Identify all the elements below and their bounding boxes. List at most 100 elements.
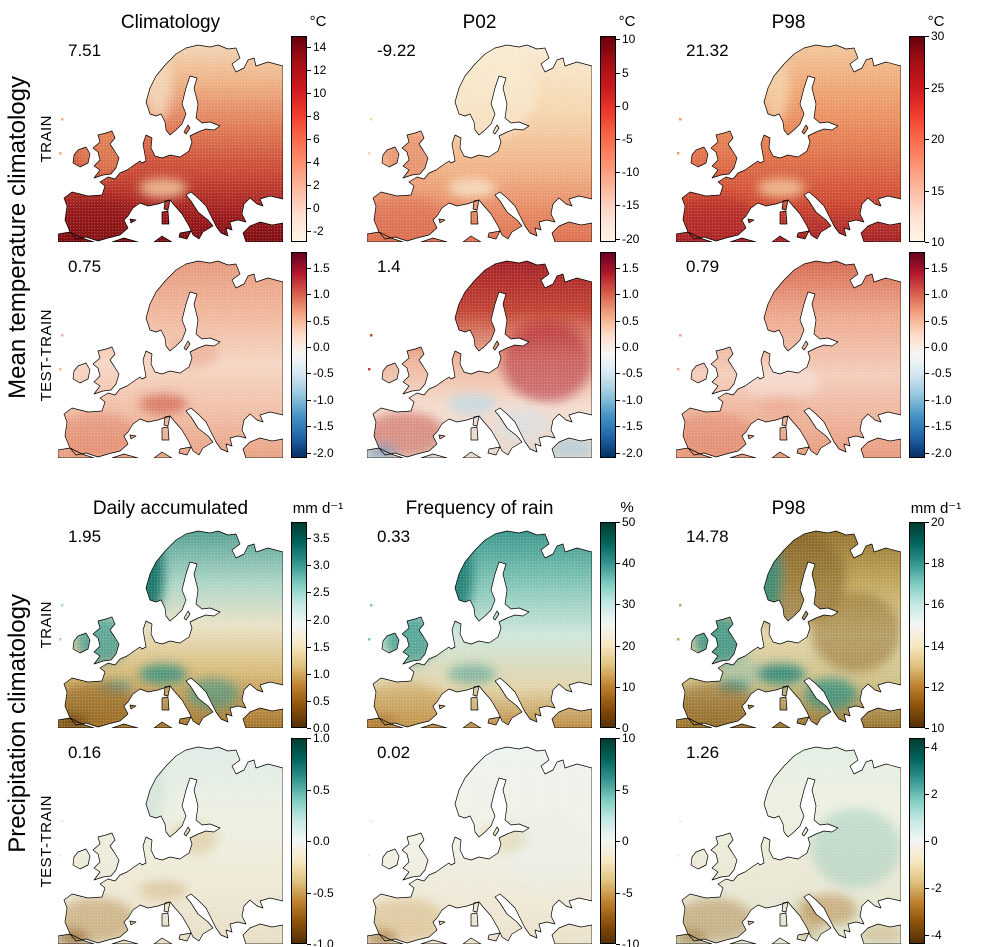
grid-stipple — [676, 531, 901, 728]
coastline — [676, 260, 901, 458]
colorbar: 20 18 16 14 12 10 — [901, 515, 971, 735]
data-field — [367, 531, 592, 728]
column-title: Frequency of rain — [405, 498, 554, 520]
panel-statistic: 0.79 — [686, 257, 720, 276]
row-label: TRAIN — [37, 601, 55, 649]
colorbar-tick — [616, 267, 620, 269]
colorbar-tick — [925, 563, 929, 565]
colorbar-unit-label: mm d⁻¹ — [910, 500, 962, 518]
data-field — [676, 45, 901, 242]
colorbar-tick-label: 2 — [931, 787, 938, 802]
map-area: 1.95 — [58, 522, 283, 728]
colorbar-unit-label: °C — [927, 13, 945, 31]
coastline — [367, 530, 592, 728]
colorbar: 1.5 1.0 0.5 0.0 -0.5 -1.0 -1.5 -2.0 — [901, 252, 971, 460]
grid-stipple — [367, 45, 592, 242]
coastline — [676, 746, 901, 944]
colorbar-gradient — [909, 522, 925, 728]
colorbar-tick-label: 5 — [622, 782, 629, 797]
colorbar-tick-label: 1.5 — [622, 260, 639, 275]
colorbar-tick — [925, 728, 929, 729]
colorbar-tick-label: 12 — [313, 63, 327, 78]
colorbar-tick — [616, 604, 620, 606]
colorbar-tick-label: 30 — [622, 597, 636, 612]
colorbar-tick-label: -0.5 — [622, 366, 643, 381]
coastline — [676, 44, 901, 242]
temperature-group-content: Climatology °C P02 °C P98 °C TRAIN — [34, 6, 990, 468]
colorbar-tick-label: 0 — [622, 834, 629, 848]
colorbar-tick — [925, 604, 929, 606]
colorbar-tick-label: 10 — [622, 679, 636, 694]
column-header: P98 °C — [676, 12, 973, 34]
panel-statistic: 1.4 — [377, 257, 401, 276]
colorbar-tick — [925, 686, 929, 688]
temperature-group-label-wrap: Mean temperature climatology — [2, 6, 34, 468]
colorbar-tick — [616, 320, 620, 322]
colorbar-tick-label: 4 — [931, 740, 938, 755]
colorbar-gradient — [291, 36, 307, 242]
colorbar-tick — [307, 452, 311, 454]
map-area: 0.75 — [58, 252, 283, 458]
temperature-group: Mean temperature climatology Climatology… — [2, 6, 990, 468]
data-field — [58, 45, 283, 242]
colorbar-tick-label: 20 — [931, 132, 945, 146]
row-label-wrap: TRAIN — [34, 522, 58, 728]
colorbar-tick-label: 0 — [313, 200, 320, 215]
colorbar-tick — [616, 39, 620, 41]
europe-map — [367, 44, 592, 242]
colorbar-tick-label: 0.5 — [313, 782, 330, 797]
colorbar-tick — [616, 399, 620, 401]
colorbar-tick-label: 10 — [931, 721, 945, 735]
colorbar-tick — [307, 267, 311, 269]
colorbar-tick — [307, 230, 311, 232]
colorbar-tick — [925, 87, 929, 89]
colorbar-tick-label: 0 — [931, 834, 938, 848]
colorbar-tick — [925, 267, 929, 269]
precipitation-group-content: Daily accumulated mm d⁻¹ Frequency of ra… — [34, 492, 990, 947]
map-panel: 0.02 10 5 0 -5 -10 — [367, 731, 664, 947]
precipitation-train-row: TRAIN 1.95 3.5 3.0 2.5 2.0 1.5 1.0 0.5 0.0 — [34, 515, 990, 735]
island-gridcell — [59, 638, 62, 641]
colorbar: 10 5 0 -5 -10 — [592, 731, 662, 947]
europe-map — [367, 746, 592, 944]
column-header: P02 °C — [367, 12, 664, 34]
colorbar-tick — [925, 294, 929, 296]
colorbar-gradient — [909, 36, 925, 242]
map-panel: 1.95 3.5 3.0 2.5 2.0 1.5 1.0 0.5 0.0 — [58, 522, 355, 735]
europe-map — [58, 44, 283, 242]
island-gridcell — [61, 604, 64, 607]
island-gridcell — [370, 820, 373, 823]
colorbar-unit-label: % — [620, 499, 634, 517]
island-gridcell — [59, 368, 62, 371]
colorbar-tick — [307, 700, 311, 702]
colorbar: 1.5 1.0 0.5 0.0 -0.5 -1.0 -1.5 -2.0 — [592, 252, 662, 460]
colorbar-tick-label: -1.0 — [622, 392, 643, 407]
colorbar-tick — [616, 738, 620, 739]
colorbar-tick — [307, 789, 311, 791]
island-gridcell — [61, 334, 64, 337]
colorbar-tick-label: 10 — [313, 86, 327, 101]
colorbar-tick-label: -1.5 — [622, 419, 643, 434]
data-field — [367, 747, 592, 944]
colorbar: 1.0 0.5 0.0 -0.5 -1.0 — [283, 731, 353, 947]
colorbar-tick-label: 4 — [313, 154, 320, 169]
colorbar-tick — [925, 934, 929, 936]
map-area: 1.26 — [676, 738, 901, 944]
panel-statistic: -9.22 — [377, 41, 416, 60]
colorbar-tick-label: 0 — [622, 721, 629, 735]
precipitation-group-label-wrap: Precipitation climatology — [2, 492, 34, 947]
coastline — [676, 530, 901, 728]
colorbar-tick-label: -1.0 — [313, 392, 334, 407]
grid-stipple — [676, 261, 901, 458]
colorbar-tick — [307, 184, 311, 186]
europe-map — [367, 530, 592, 728]
grid-stipple — [58, 747, 283, 944]
temperature-train-row: TRAIN 7.51 14 12 10 8 6 4 2 0 -2 — [34, 29, 990, 249]
colorbar-tick — [925, 373, 929, 375]
colorbar-tick-label: 5 — [622, 65, 629, 80]
island-gridcell — [370, 334, 373, 337]
map-panel: 0.79 1.5 1.0 0.5 0.0 -0.5 -1.0 -1.5 -2.0 — [676, 252, 973, 460]
map-panel: 0.33 50 40 30 20 10 0 — [367, 515, 664, 735]
colorbar-tick-label: -1.0 — [313, 937, 334, 947]
europe-map — [676, 44, 901, 242]
